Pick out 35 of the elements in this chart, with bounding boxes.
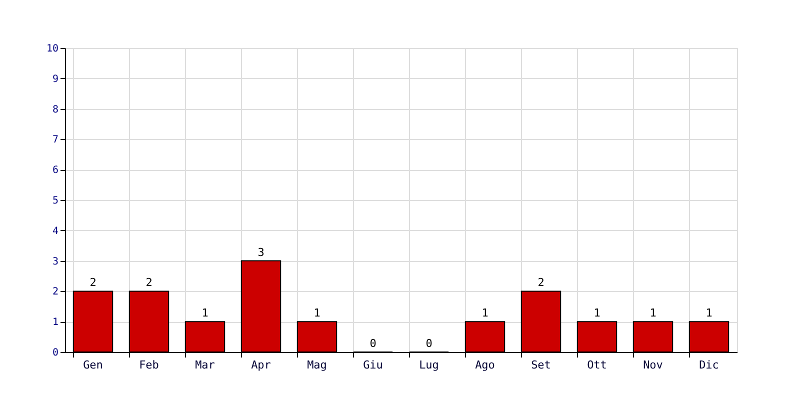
x-tick-label: Mag xyxy=(307,358,327,372)
y-tick-label: 10 xyxy=(46,44,58,54)
y-tick-label: 1 xyxy=(52,317,58,328)
y-tick-label: 2 xyxy=(52,286,58,298)
y-tick-label: 6 xyxy=(52,165,58,176)
x-tick-label: Dic xyxy=(699,358,719,372)
x-tick-label: Feb xyxy=(139,358,159,372)
data-label: 1 xyxy=(706,306,712,320)
y-tick-label: 7 xyxy=(52,134,58,146)
data-label: 1 xyxy=(314,306,320,320)
x-tick-label: Apr xyxy=(251,358,272,372)
data-label: 1 xyxy=(650,306,656,320)
data-label: 2 xyxy=(90,276,96,290)
x-tick-label: Mar xyxy=(195,358,216,372)
data-label: 1 xyxy=(482,306,488,320)
x-tick-label: Giu xyxy=(363,358,383,372)
x-tick-label: Lug xyxy=(419,358,439,372)
y-tick-label: 4 xyxy=(52,226,58,237)
x-tick-label: Set xyxy=(531,358,551,372)
data-label: 1 xyxy=(594,306,600,320)
y-tick-label: 0 xyxy=(52,348,58,358)
data-label: 0 xyxy=(370,337,376,350)
data-label: 0 xyxy=(426,337,432,350)
x-tick-label: Nov xyxy=(643,358,664,372)
y-tick-label: 3 xyxy=(52,256,58,268)
data-label: 2 xyxy=(538,276,544,290)
x-tick-label: Gen xyxy=(83,358,103,372)
y-tick-label: 8 xyxy=(52,104,58,116)
x-tick-label: Ott xyxy=(587,358,607,372)
data-label: 1 xyxy=(202,306,208,320)
y-tick-label: 5 xyxy=(52,196,58,206)
y-tick-label: 9 xyxy=(52,74,58,85)
x-tick-label: Ago xyxy=(475,358,495,372)
data-label: 2 xyxy=(146,276,152,290)
data-label: 3 xyxy=(258,246,264,259)
